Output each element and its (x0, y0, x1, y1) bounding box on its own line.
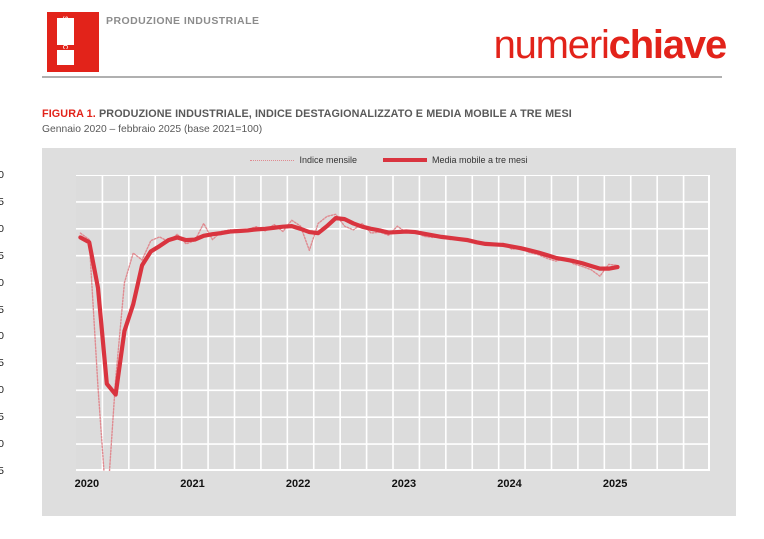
legend-swatch-dotted-line (250, 159, 295, 161)
y-tick-label: 65 (0, 411, 4, 424)
y-tick-label: 95 (0, 249, 4, 262)
x-tick-label: 2022 (285, 478, 311, 490)
y-tick-label: 55 (0, 465, 4, 477)
wordmark-thin: numeri (493, 23, 610, 67)
plot-area (76, 175, 710, 471)
y-tick-label: 100 (0, 222, 4, 235)
y-tick-label: 60 (0, 438, 4, 451)
figure-number: FIGURA 1. (42, 108, 96, 120)
y-tick-label: 90 (0, 276, 4, 289)
figure-title: FIGURA 1. PRODUZIONE INDUSTRIALE, INDICE… (42, 108, 572, 120)
x-axis-labels: 2020 2021 2022 2023 2024 2025 (0, 148, 694, 516)
logo-vertical-text: statistiche (60, 16, 71, 61)
legend-swatch-solid-line (382, 158, 427, 162)
y-tick-label: 80 (0, 330, 4, 343)
numerichiave-wordmark: numerichiave (493, 23, 728, 67)
chart-legend: Indice mensile Media mobile a tre mesi (42, 152, 736, 168)
chart-svg (76, 175, 710, 471)
x-tick-label: 2025 (602, 478, 628, 490)
legend-label-moving-average: Media mobile a tre mesi (431, 155, 528, 165)
legend-item-moving-average: Media mobile a tre mesi (382, 155, 528, 165)
logo-exclamation-bar (57, 18, 74, 45)
page-header: statistiche PRODUZIONE INDUSTRIALE numer… (0, 0, 764, 80)
y-tick-label: 70 (0, 384, 4, 397)
x-tick-label: 2020 (74, 478, 100, 490)
legend-item-monthly: Indice mensile (250, 155, 357, 165)
x-tick-label: 2023 (391, 478, 417, 490)
y-tick-label: 110 (0, 169, 4, 181)
section-title: PRODUZIONE INDUSTRIALE (106, 15, 260, 27)
legend-label-monthly: Indice mensile (299, 155, 357, 165)
wordmark-bold: chiave (608, 23, 728, 67)
y-tick-label: 85 (0, 303, 4, 316)
figure-title-text: PRODUZIONE INDUSTRIALE, INDICE DESTAGION… (95, 108, 572, 120)
logo-exclamation-dot (57, 50, 74, 65)
istat-logo: statistiche (47, 12, 99, 74)
y-axis-labels: 55 60 65 70 75 80 85 90 95 100 105 110 (0, 148, 34, 516)
y-tick-label: 75 (0, 357, 4, 370)
chart-panel: Indice mensile Media mobile a tre mesi (42, 148, 736, 516)
figure-subtitle: Gennaio 2020 – febbraio 2025 (base 2021=… (42, 124, 263, 135)
y-tick-label: 105 (0, 195, 4, 208)
x-tick-label: 2024 (497, 478, 522, 490)
header-divider (42, 76, 722, 78)
x-tick-label: 2021 (180, 478, 205, 490)
